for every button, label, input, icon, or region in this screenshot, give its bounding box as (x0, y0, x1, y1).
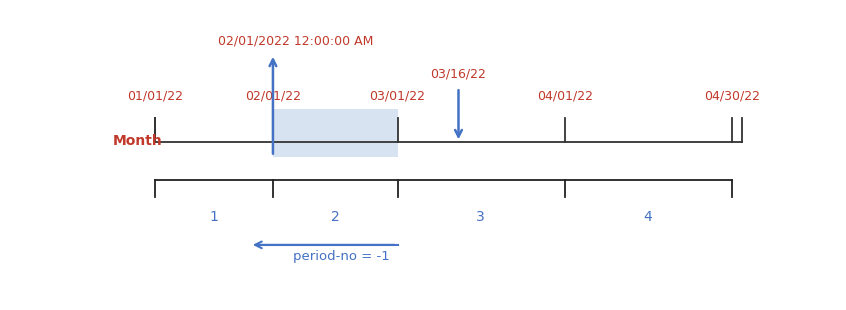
Bar (273, 109, 398, 157)
Text: 4: 4 (644, 210, 652, 224)
Text: 2: 2 (331, 210, 339, 224)
Text: 03/01/22: 03/01/22 (370, 90, 426, 103)
Text: 01/01/22: 01/01/22 (127, 90, 183, 103)
Text: 03/16/22: 03/16/22 (431, 67, 486, 80)
Text: 3: 3 (476, 210, 485, 224)
Text: 04/30/22: 04/30/22 (704, 90, 760, 103)
Text: 1: 1 (210, 210, 218, 224)
Text: 02/01/2022 12:00:00 AM: 02/01/2022 12:00:00 AM (218, 35, 374, 48)
Text: 04/01/22: 04/01/22 (536, 90, 593, 103)
Text: period-no = -1: period-no = -1 (294, 250, 390, 263)
Text: Month: Month (113, 134, 162, 148)
Text: 02/01/22: 02/01/22 (245, 90, 301, 103)
